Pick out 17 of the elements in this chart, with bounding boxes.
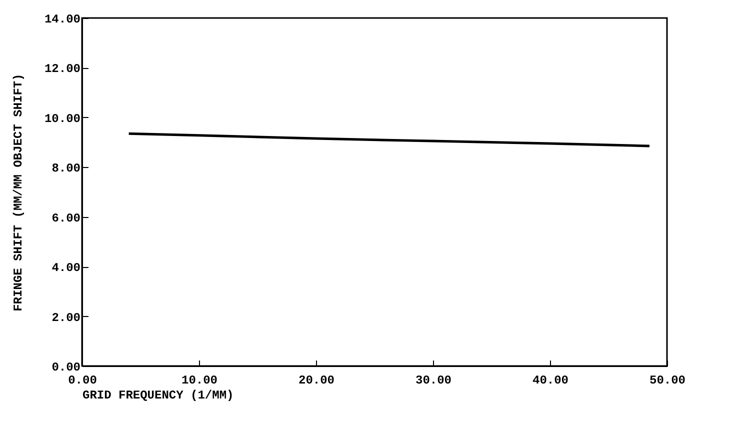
x-tick-label: 0.00 — [68, 374, 97, 388]
y-tick-label: 14.00 — [44, 12, 80, 26]
x-tick-label: 30.00 — [415, 374, 452, 388]
y-tick-label: 8.00 — [52, 162, 80, 176]
y-tick-label: 0.00 — [52, 360, 80, 374]
x-axis-title: GRID FREQUENCY (1/MM) — [82, 388, 234, 402]
y-tick-label: 4.00 — [52, 261, 80, 276]
x-tick-label: 10.00 — [181, 374, 218, 388]
y-tick-label: 12.00 — [44, 62, 80, 76]
line-series — [128, 132, 651, 148]
y-tick-label: 10.00 — [44, 112, 80, 126]
y-axis-title: FRINGE SHIFT (MM/MM OBJECT SHIFT) — [11, 74, 26, 312]
y-tick-label: 2.00 — [52, 310, 80, 325]
x-tick-label: 20.00 — [298, 374, 335, 388]
y-tick-label: 6.00 — [52, 211, 80, 226]
x-tick-label: 40.00 — [532, 374, 569, 388]
x-tick-label: 50.00 — [649, 374, 686, 388]
